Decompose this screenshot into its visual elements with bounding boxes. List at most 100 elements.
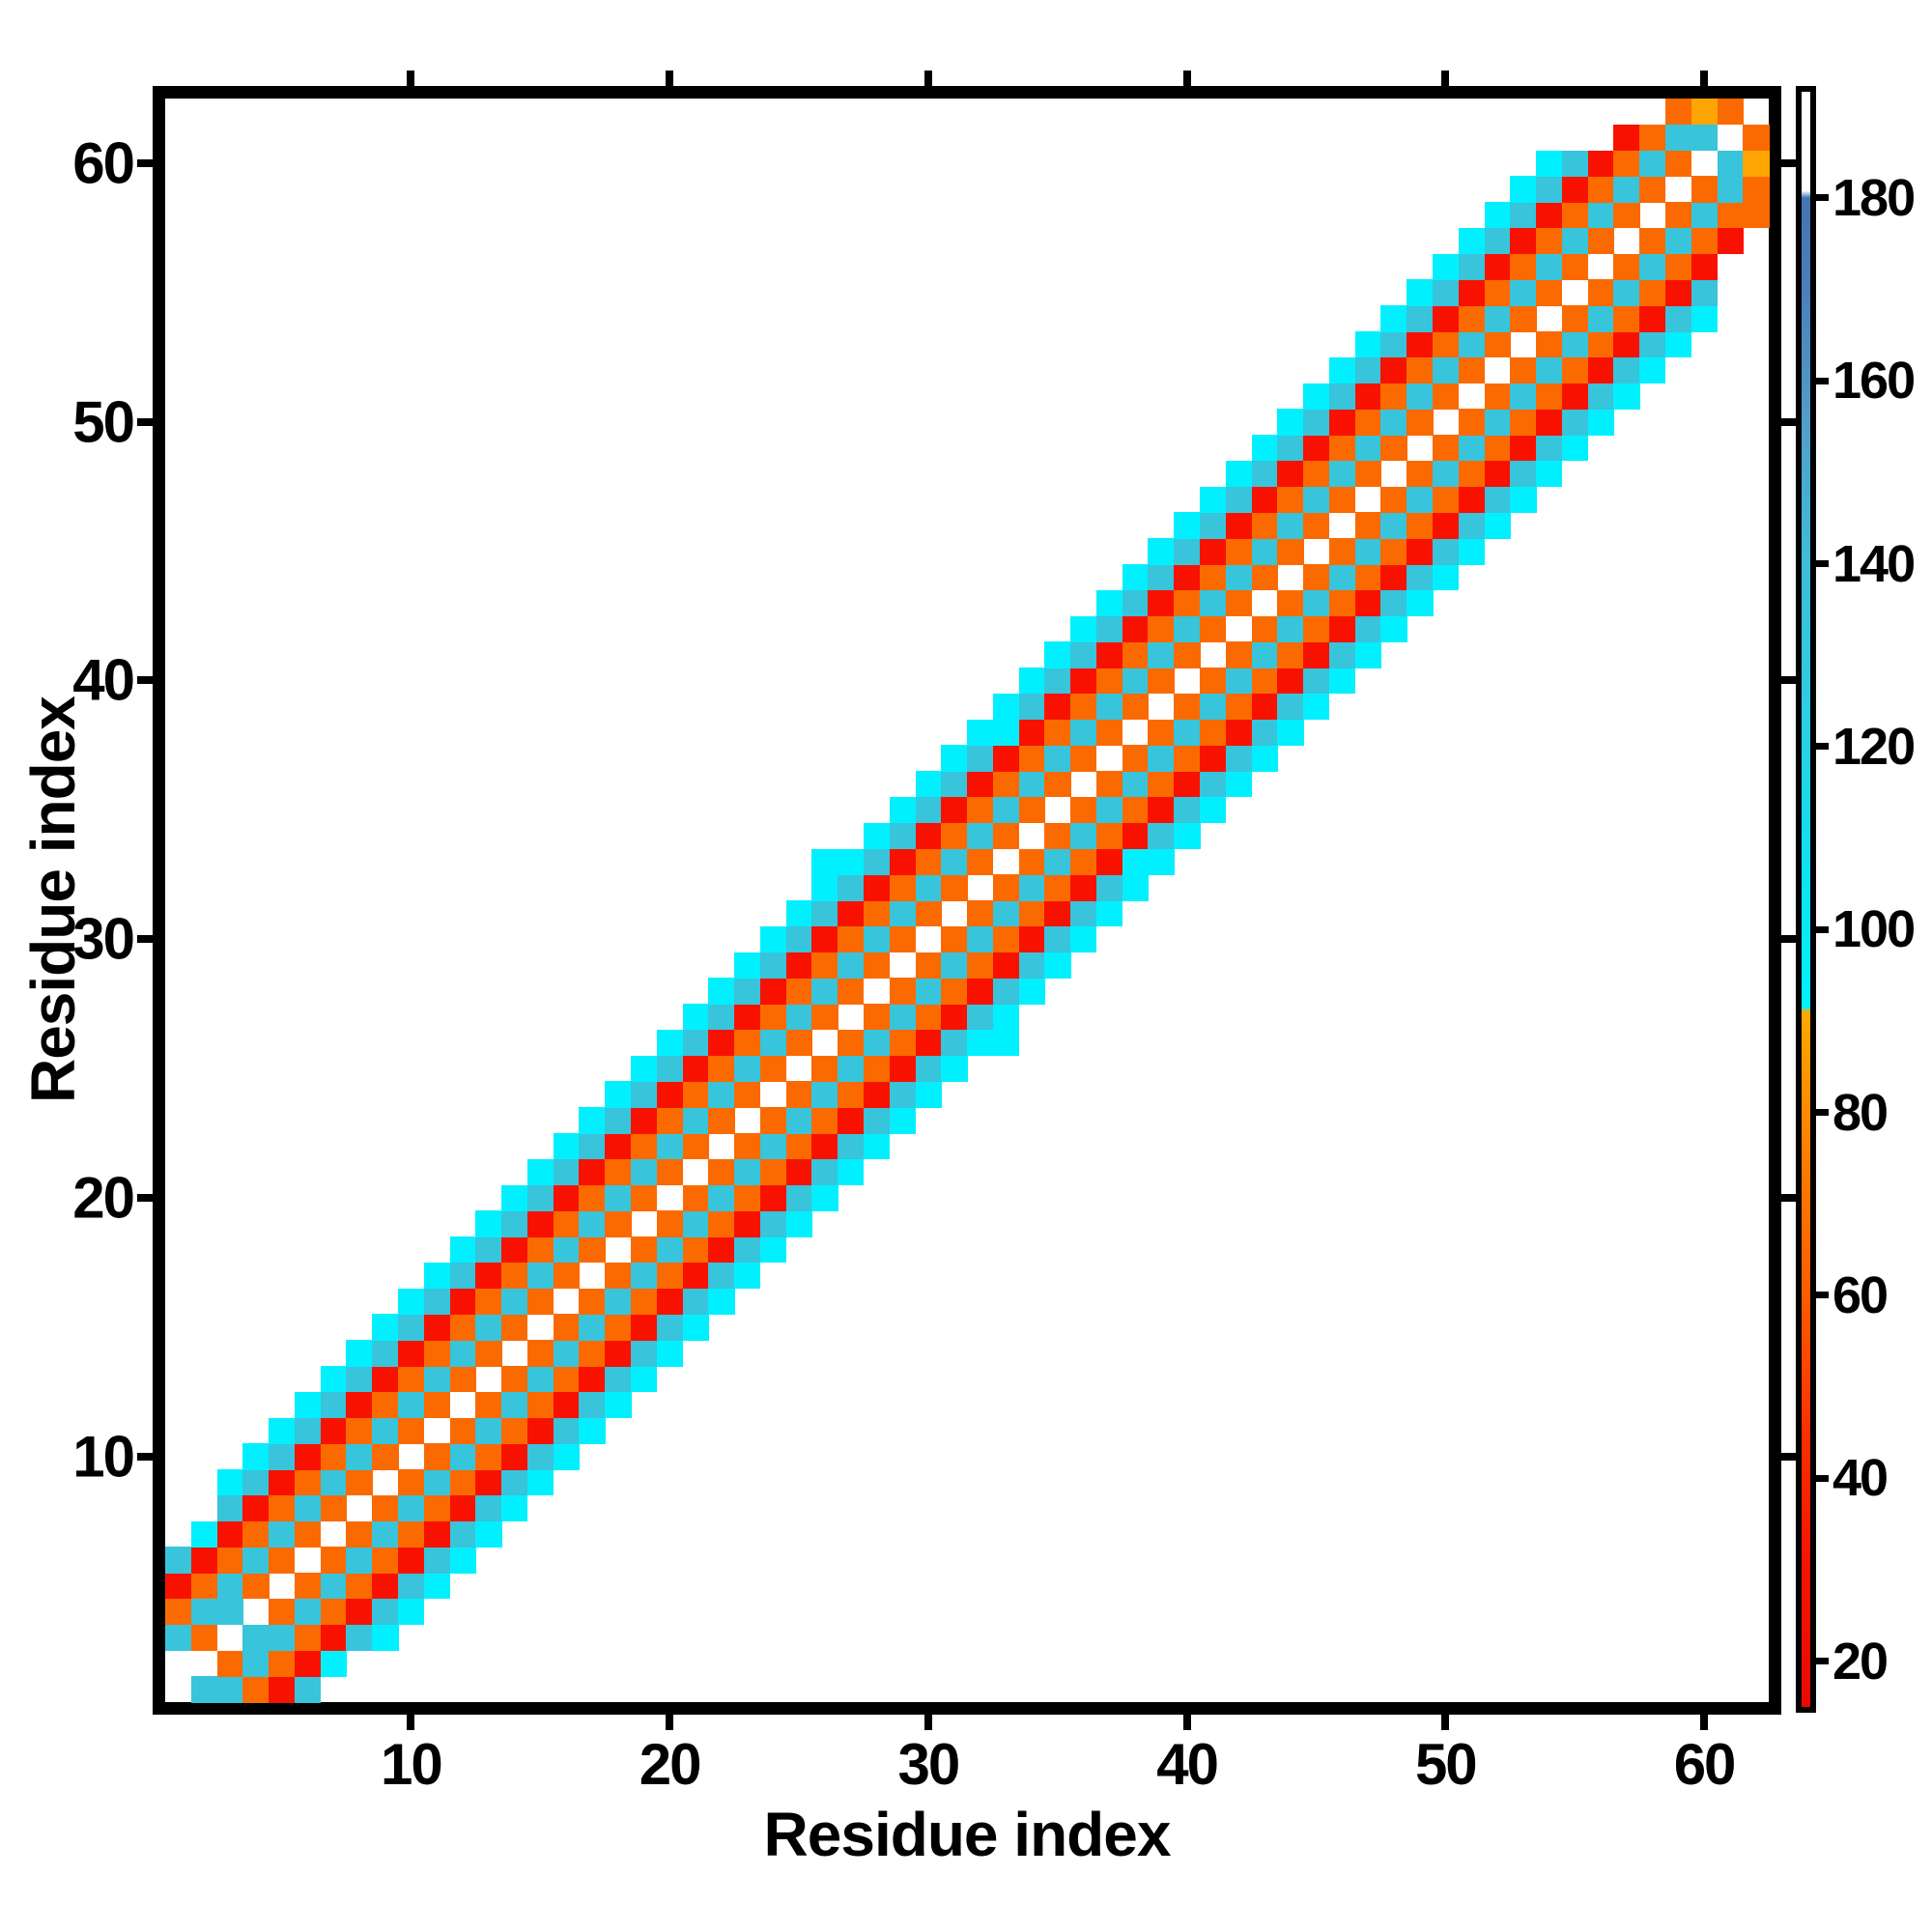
heatmap-cell (1200, 771, 1227, 798)
heatmap-cell (734, 1210, 761, 1237)
heatmap-cell (863, 925, 891, 953)
heatmap-cell (1432, 279, 1460, 306)
heatmap-cell (915, 952, 942, 979)
heatmap-cell (915, 1055, 942, 1082)
heatmap-cell (1070, 719, 1097, 746)
heatmap-cell (656, 1107, 684, 1134)
heatmap-cell (605, 1081, 632, 1108)
heatmap-cell (398, 1340, 425, 1367)
y-tick-label: 20 (72, 1165, 135, 1231)
heatmap-cell (501, 1469, 528, 1496)
heatmap-cell (811, 1184, 838, 1211)
heatmap-cell (1639, 227, 1666, 255)
heatmap-cell (838, 1158, 865, 1186)
heatmap-cell (242, 1573, 270, 1600)
heatmap-cell (605, 1365, 632, 1393)
heatmap-cell (216, 1650, 243, 1677)
heatmap-cell (605, 1391, 632, 1419)
heatmap-cell (1406, 512, 1434, 539)
heatmap-cell (398, 1573, 425, 1600)
heatmap-cell (1225, 693, 1253, 721)
heatmap-cell (1354, 331, 1381, 358)
heatmap-cell (1148, 563, 1175, 591)
heatmap-cell (1044, 771, 1071, 798)
heatmap-cell (579, 1391, 606, 1419)
heatmap-cell (1613, 150, 1640, 177)
x-top-tick-mark (1700, 71, 1709, 86)
heatmap-cell (992, 796, 1020, 824)
heatmap-cell (526, 1288, 554, 1315)
heatmap-cell (294, 1443, 322, 1470)
heatmap-cell (553, 1391, 580, 1419)
heatmap-cell (1561, 356, 1589, 384)
heatmap-cell (992, 952, 1020, 979)
heatmap-cell (1251, 719, 1278, 746)
heatmap-cell (526, 1469, 554, 1496)
heatmap-cell (1200, 745, 1227, 772)
heatmap-cell (553, 1236, 580, 1264)
heatmap-cell (1174, 745, 1201, 772)
heatmap-cell (734, 1236, 761, 1264)
heatmap-cell (320, 1650, 347, 1677)
y-tick-mark (137, 417, 153, 426)
heatmap-cell (1458, 538, 1486, 565)
heatmap-cell (423, 1391, 451, 1419)
heatmap-cell (1095, 719, 1123, 746)
colorbar-tick-label: 140 (1833, 534, 1916, 593)
heatmap-cell (1174, 563, 1201, 591)
colorbar-tick-mark (1816, 194, 1829, 202)
heatmap-cell (1225, 512, 1253, 539)
heatmap-cell (708, 1107, 735, 1134)
heatmap-cell (1174, 796, 1201, 824)
heatmap-cell (1095, 668, 1123, 695)
heatmap-cell (1432, 305, 1460, 332)
heatmap-cell (1148, 796, 1175, 824)
heatmap-cell (1510, 305, 1537, 332)
heatmap-cell (1639, 124, 1666, 152)
heatmap-cell (1225, 771, 1253, 798)
heatmap-cell (1277, 460, 1304, 488)
heatmap-cell (992, 745, 1020, 772)
heatmap-cell (1536, 150, 1563, 177)
heatmap-cell (1536, 202, 1563, 229)
heatmap-cell (992, 978, 1020, 1005)
heatmap-cell (1095, 589, 1123, 617)
heatmap-cell (1303, 563, 1330, 591)
heatmap-cell (1225, 745, 1253, 772)
colorbar-tick-mark (1816, 377, 1829, 384)
heatmap-cell (682, 1184, 709, 1211)
heatmap-cell (682, 1081, 709, 1108)
heatmap-cell (682, 1055, 709, 1082)
heatmap-cell (216, 1573, 243, 1600)
heatmap-cell (941, 925, 968, 953)
heatmap-cell (1458, 356, 1486, 384)
heatmap-cell (915, 822, 942, 850)
heatmap-cell (785, 952, 812, 979)
heatmap-cell (423, 1469, 451, 1496)
heatmap-cell (579, 1210, 606, 1237)
heatmap-cell (863, 822, 891, 850)
heatmap-cell (423, 1573, 451, 1600)
heatmap-cell (1690, 202, 1719, 229)
heatmap-cell (1639, 150, 1666, 177)
heatmap-cell (1458, 227, 1486, 255)
heatmap-cell (1510, 253, 1537, 280)
heatmap-cell (1070, 874, 1097, 901)
colorbar-tick-label: 120 (1833, 717, 1916, 776)
heatmap-cell (242, 1676, 270, 1703)
heatmap-cell (811, 925, 838, 953)
heatmap-cell (1328, 668, 1356, 695)
heatmap-cell (501, 1184, 528, 1211)
heatmap-cell (449, 1417, 476, 1444)
heatmap-cell (1122, 563, 1149, 591)
heatmap-cell (863, 952, 891, 979)
heatmap-cell (1380, 615, 1407, 642)
heatmap-cell (1380, 486, 1407, 513)
heatmap-cell (1690, 253, 1719, 280)
heatmap-cell (889, 1055, 917, 1082)
heatmap-cell (1174, 512, 1201, 539)
heatmap-cell (294, 1676, 322, 1703)
heatmap-cell (1200, 563, 1227, 591)
heatmap-cell (216, 1494, 243, 1522)
heatmap-cell (398, 1314, 425, 1341)
